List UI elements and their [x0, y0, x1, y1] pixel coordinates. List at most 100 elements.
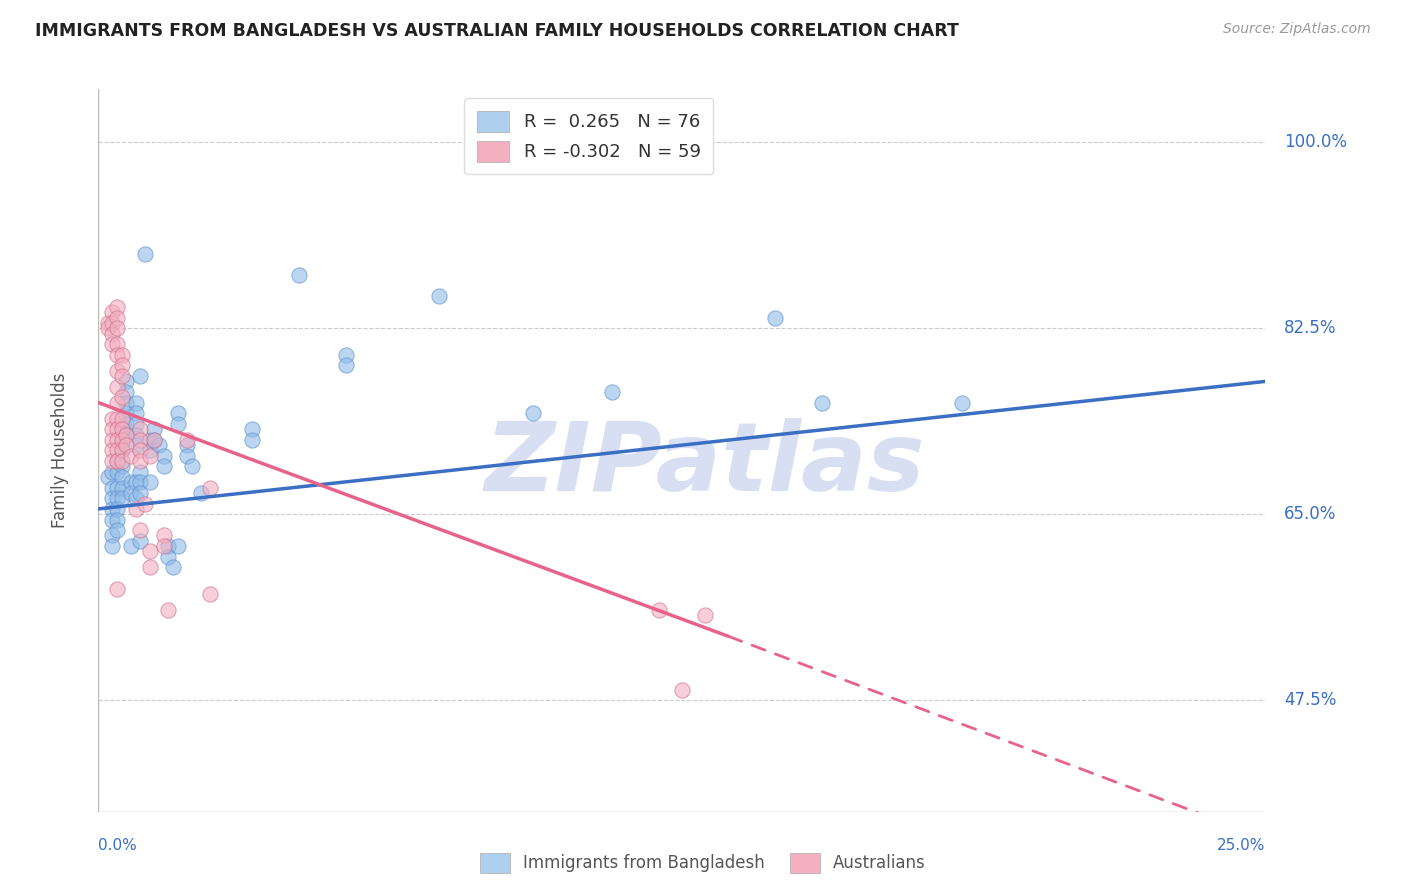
Point [152, 459, 174, 474]
Point [101, 502, 124, 516]
Point [101, 465, 124, 479]
Point [152, 539, 174, 553]
Point [115, 395, 138, 409]
Point [134, 497, 156, 511]
Point [101, 411, 124, 425]
Legend: R =  0.265   N = 76, R = -0.302   N = 59: R = 0.265 N = 76, R = -0.302 N = 59 [464, 98, 713, 174]
Point [101, 422, 124, 436]
Point [105, 364, 128, 378]
Point [335, 348, 357, 362]
Text: 100.0%: 100.0% [1284, 133, 1347, 152]
Text: 65.0%: 65.0% [1284, 505, 1337, 524]
Point [139, 544, 162, 558]
Text: 25.0%: 25.0% [1218, 838, 1265, 854]
Point [101, 491, 124, 506]
Point [180, 459, 202, 474]
Point [139, 433, 162, 447]
Point [111, 470, 134, 484]
Point [120, 449, 142, 463]
Point [242, 422, 264, 436]
Point [101, 337, 124, 351]
Point [695, 608, 717, 623]
Point [101, 326, 124, 341]
Point [152, 449, 174, 463]
Point [139, 449, 162, 463]
Point [125, 406, 148, 420]
Point [162, 560, 184, 574]
Point [105, 443, 128, 458]
Point [101, 443, 124, 458]
Point [190, 486, 212, 500]
Text: 0.0%: 0.0% [98, 838, 138, 854]
Point [105, 433, 128, 447]
Point [157, 539, 180, 553]
Point [111, 443, 134, 458]
Point [129, 433, 152, 447]
Point [97, 316, 120, 330]
Point [157, 603, 180, 617]
Point [115, 384, 138, 399]
Point [111, 348, 134, 362]
Point [105, 422, 128, 436]
Point [111, 359, 134, 373]
Point [111, 459, 134, 474]
Point [335, 359, 357, 373]
Point [166, 539, 188, 553]
Point [101, 539, 124, 553]
Point [600, 384, 623, 399]
Point [129, 454, 152, 468]
Legend: Immigrants from Bangladesh, Australians: Immigrants from Bangladesh, Australians [474, 847, 932, 880]
Point [176, 433, 198, 447]
Point [125, 491, 148, 506]
Point [129, 422, 152, 436]
Point [115, 427, 138, 442]
Text: ZIPatlas: ZIPatlas [485, 418, 925, 511]
Point [242, 433, 264, 447]
Point [125, 502, 148, 516]
Point [148, 438, 170, 452]
Point [105, 411, 128, 425]
Point [105, 310, 128, 325]
Point [105, 348, 128, 362]
Point [105, 523, 128, 537]
Point [129, 369, 152, 384]
Point [120, 539, 142, 553]
Point [129, 486, 152, 500]
Point [105, 337, 128, 351]
Point [288, 268, 311, 282]
Point [97, 470, 120, 484]
Text: IMMIGRANTS FROM BANGLADESH VS AUSTRALIAN FAMILY HOUSEHOLDS CORRELATION CHART: IMMIGRANTS FROM BANGLADESH VS AUSTRALIAN… [35, 22, 959, 40]
Point [115, 427, 138, 442]
Point [105, 395, 128, 409]
Point [125, 427, 148, 442]
Point [101, 454, 124, 468]
Point [111, 422, 134, 436]
Point [176, 438, 198, 452]
Point [101, 305, 124, 319]
Point [105, 512, 128, 526]
Point [115, 417, 138, 431]
Point [101, 512, 124, 526]
Point [129, 533, 152, 548]
Text: 82.5%: 82.5% [1284, 319, 1337, 337]
Point [139, 475, 162, 490]
Point [200, 481, 222, 495]
Point [671, 682, 693, 697]
Point [111, 433, 134, 447]
Point [176, 449, 198, 463]
Point [105, 491, 128, 506]
Point [111, 433, 134, 447]
Point [125, 395, 148, 409]
Point [950, 395, 973, 409]
Point [143, 433, 166, 447]
Point [139, 560, 162, 574]
Point [105, 465, 128, 479]
Point [101, 316, 124, 330]
Point [105, 454, 128, 468]
Point [105, 380, 128, 394]
Point [157, 549, 180, 564]
Point [647, 603, 669, 617]
Point [120, 475, 142, 490]
Point [522, 406, 544, 420]
Point [129, 465, 152, 479]
